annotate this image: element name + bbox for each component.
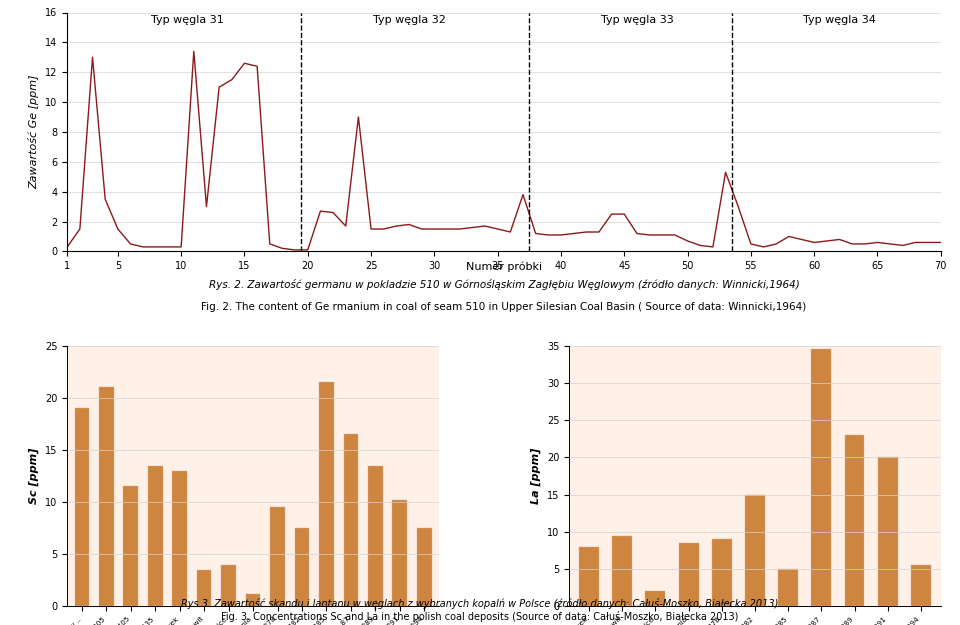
Text: Typ węgla 31: Typ węgla 31 — [151, 15, 224, 25]
Bar — [270, 508, 285, 606]
Bar — [711, 539, 732, 606]
Bar — [845, 435, 864, 606]
Text: Typ węgla 33: Typ węgla 33 — [601, 15, 673, 25]
Y-axis label: La [ppm]: La [ppm] — [531, 448, 541, 504]
Bar — [393, 500, 407, 606]
Bar — [246, 594, 260, 606]
Text: Rys 3. Zawartość skandu i lantanu w węglach z wybranych kopalń w Polsce (źródło : Rys 3. Zawartość skandu i lantanu w węgl… — [181, 598, 779, 609]
Bar — [295, 528, 309, 606]
Y-axis label: Zawartość Ge [ppm]: Zawartość Ge [ppm] — [29, 75, 39, 189]
Bar — [612, 536, 632, 606]
Bar — [344, 434, 358, 606]
Bar — [221, 564, 236, 606]
Bar — [173, 471, 187, 606]
Bar — [679, 543, 699, 606]
Text: Typ węgla 34: Typ węgla 34 — [804, 15, 876, 25]
Y-axis label: Sc [ppm]: Sc [ppm] — [29, 448, 39, 504]
Bar — [417, 528, 432, 606]
Bar — [148, 466, 162, 606]
Text: Rys. 2. Zawartość germanu w pokladzie 510 w Górnośląskim Zagłębiu Węglowym (źród: Rys. 2. Zawartość germanu w pokladzie 51… — [208, 279, 800, 291]
Text: Numer próbki: Numer próbki — [466, 261, 542, 272]
Bar — [319, 382, 334, 606]
Text: Fig. 2. The content of Ge rmanium in coal of seam 510 in Upper Silesian Coal Bas: Fig. 2. The content of Ge rmanium in coa… — [202, 302, 806, 312]
Bar — [911, 565, 931, 606]
Bar — [99, 388, 113, 606]
Text: Typ węgla 32: Typ węgla 32 — [372, 15, 445, 25]
Bar — [124, 486, 138, 606]
Bar — [197, 570, 211, 606]
Bar — [368, 466, 383, 606]
Bar — [75, 408, 89, 606]
Bar — [645, 591, 665, 606]
Bar — [579, 547, 599, 606]
Bar — [877, 458, 898, 606]
Text: Fig. 3. Concentrations Sc and La in the polish coal deposits (Source of data: Ca: Fig. 3. Concentrations Sc and La in the … — [222, 611, 738, 622]
Bar — [745, 494, 765, 606]
Bar — [811, 349, 831, 606]
Bar — [779, 569, 798, 606]
